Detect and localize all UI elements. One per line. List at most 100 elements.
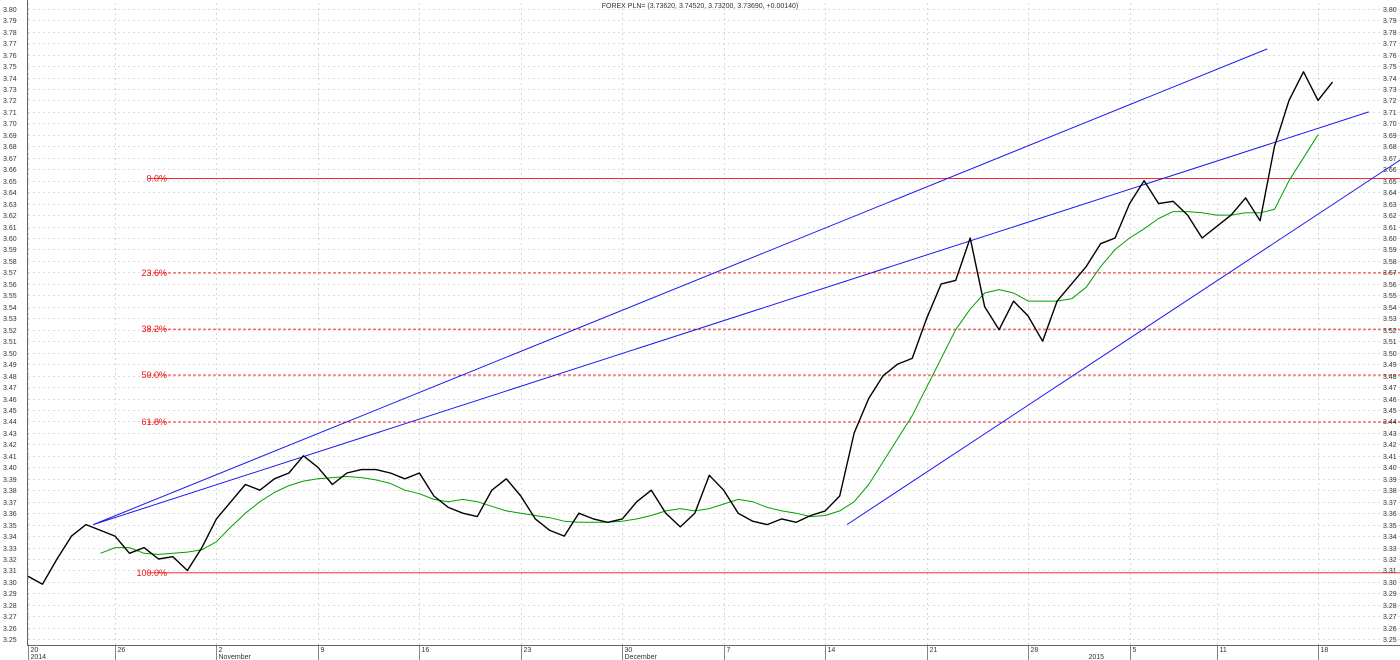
x-tick-label: 26 [118, 647, 126, 654]
y-tick-label-right: 3.76 [1383, 53, 1397, 60]
y-tick-label-right: 3.68 [1383, 144, 1397, 151]
x-period-label: November [219, 654, 252, 660]
fib-level-label: 50.0% [141, 370, 167, 380]
y-tick-label-right: 3.26 [1383, 626, 1397, 633]
y-tick-label-right: 3.58 [1383, 259, 1397, 266]
y-tick-label-left: 3.77 [3, 41, 17, 48]
y-tick-label-left: 3.53 [3, 316, 17, 323]
x-tick-label: 2 [219, 647, 223, 654]
y-tick-label-right: 3.54 [1383, 305, 1397, 312]
x-tick-label: 18 [1321, 647, 1329, 654]
y-tick-label-right: 3.60 [1383, 236, 1397, 243]
y-tick-label-left: 3.32 [3, 557, 17, 564]
y-tick-label-left: 3.80 [3, 7, 17, 14]
y-tick-label-right: 3.66 [1383, 167, 1397, 174]
y-tick-label-right: 3.72 [1383, 98, 1397, 105]
y-tick-label-right: 3.43 [1383, 431, 1397, 438]
y-tick-label-right: 3.74 [1383, 76, 1397, 83]
x-tick-label: 7 [727, 647, 731, 654]
y-tick-label-right: 3.61 [1383, 225, 1397, 232]
y-tick-label-left: 3.28 [3, 603, 17, 610]
y-tick-label-left: 3.72 [3, 98, 17, 105]
trendline [846, 159, 1400, 526]
y-tick-label-left: 3.26 [3, 626, 17, 633]
y-tick-label-right: 3.77 [1383, 41, 1397, 48]
y-tick-label-left: 3.64 [3, 190, 17, 197]
y-tick-label-right: 3.49 [1383, 362, 1397, 369]
y-tick-label-right: 3.48 [1383, 374, 1397, 381]
y-tick-label-right: 3.28 [1383, 603, 1397, 610]
fib-level-label: 0.0% [146, 173, 167, 183]
y-tick-label-left: 3.39 [3, 477, 17, 484]
y-tick-label-left: 3.44 [3, 419, 17, 426]
y-tick-label-right: 3.33 [1383, 546, 1397, 553]
y-tick-label-left: 3.79 [3, 18, 17, 25]
y-tick-label-right: 3.52 [1383, 328, 1397, 335]
y-tick-label-left: 3.55 [3, 293, 17, 300]
y-tick-label-right: 3.29 [1383, 591, 1397, 598]
grid [28, 3, 1400, 645]
y-tick-label-left: 3.40 [3, 465, 17, 472]
y-tick-label-left: 3.67 [3, 156, 17, 163]
y-tick-label-left: 3.25 [3, 637, 17, 644]
y-tick-label-right: 3.63 [1383, 202, 1397, 209]
y-tick-label-right: 3.71 [1383, 110, 1397, 117]
x-axis-ticks: 20 26 2 9 16 23 30 7 14 21 28 5 11 18 2014 November Dece… [28, 645, 1329, 660]
y-tick-label-right: 3.31 [1383, 568, 1397, 575]
y-tick-label-left: 3.33 [3, 546, 17, 553]
y-tick-label-left: 3.70 [3, 121, 17, 128]
y-tick-label-left: 3.54 [3, 305, 17, 312]
y-tick-label-left: 3.56 [3, 282, 17, 289]
y-tick-label-left: 3.68 [3, 144, 17, 151]
y-tick-label-left: 3.73 [3, 87, 17, 94]
y-tick-label-left: 3.41 [3, 454, 17, 461]
y-tick-label-right: 3.64 [1383, 190, 1397, 197]
y-tick-label-left: 3.65 [3, 179, 17, 186]
y-tick-label-left: 3.31 [3, 568, 17, 575]
y-tick-label-left: 3.59 [3, 247, 17, 254]
y-tick-label-left: 3.75 [3, 64, 17, 71]
trendline [93, 48, 1268, 526]
y-tick-label-right: 3.55 [1383, 293, 1397, 300]
y-tick-label-left: 3.60 [3, 236, 17, 243]
price-series [27, 71, 1334, 585]
fibonacci-levels: 0.0% 23.6% 38.2% 50.0% 61.8% 100.0% [136, 173, 1400, 578]
y-tick-label-left: 3.66 [3, 167, 17, 174]
y-tick-label-left: 3.71 [3, 110, 17, 117]
x-tick-label: 16 [422, 647, 430, 654]
y-tick-label-left: 3.36 [3, 511, 17, 518]
y-tick-label-right: 3.67 [1383, 156, 1397, 163]
fib-level-label: 100.0% [136, 568, 167, 578]
y-tick-label-left: 3.51 [3, 339, 17, 346]
y-tick-label-right: 3.45 [1383, 408, 1397, 415]
y-tick-label-left: 3.52 [3, 328, 17, 335]
y-tick-label-right: 3.27 [1383, 614, 1397, 621]
y-tick-label-right: 3.53 [1383, 316, 1397, 323]
fib-level-label: 38.2% [141, 324, 167, 334]
y-tick-label-left: 3.49 [3, 362, 17, 369]
y-tick-label-left: 3.74 [3, 76, 17, 83]
y-tick-label-right: 3.69 [1383, 133, 1397, 140]
y-tick-label-left: 3.38 [3, 488, 17, 495]
y-tick-label-right: 3.41 [1383, 454, 1397, 461]
y-tick-label-right: 3.57 [1383, 270, 1397, 277]
x-tick-label: 21 [930, 647, 938, 654]
y-tick-label-right: 3.80 [1383, 7, 1397, 14]
x-tick-label: 20 [31, 647, 39, 654]
x-tick-label: 28 [1031, 647, 1039, 654]
fib-level-label: 61.8% [141, 417, 167, 427]
price-line [27, 71, 1334, 585]
y-tick-label-right: 3.44 [1383, 419, 1397, 426]
chart-title: FOREX PLN= (3.73620, 3.74520, 3.73200, 3… [602, 3, 799, 10]
trendlines [93, 48, 1400, 526]
y-tick-label-left: 3.62 [3, 213, 17, 220]
x-tick-label: 23 [524, 647, 532, 654]
x-period-label: December [625, 654, 658, 660]
y-tick-label-right: 3.36 [1383, 511, 1397, 518]
x-tick-label: 5 [1133, 647, 1137, 654]
y-tick-label-left: 3.42 [3, 442, 17, 449]
y-tick-label-left: 3.30 [3, 580, 17, 587]
y-tick-label-left: 3.35 [3, 523, 17, 530]
x-tick-label: 9 [321, 647, 325, 654]
